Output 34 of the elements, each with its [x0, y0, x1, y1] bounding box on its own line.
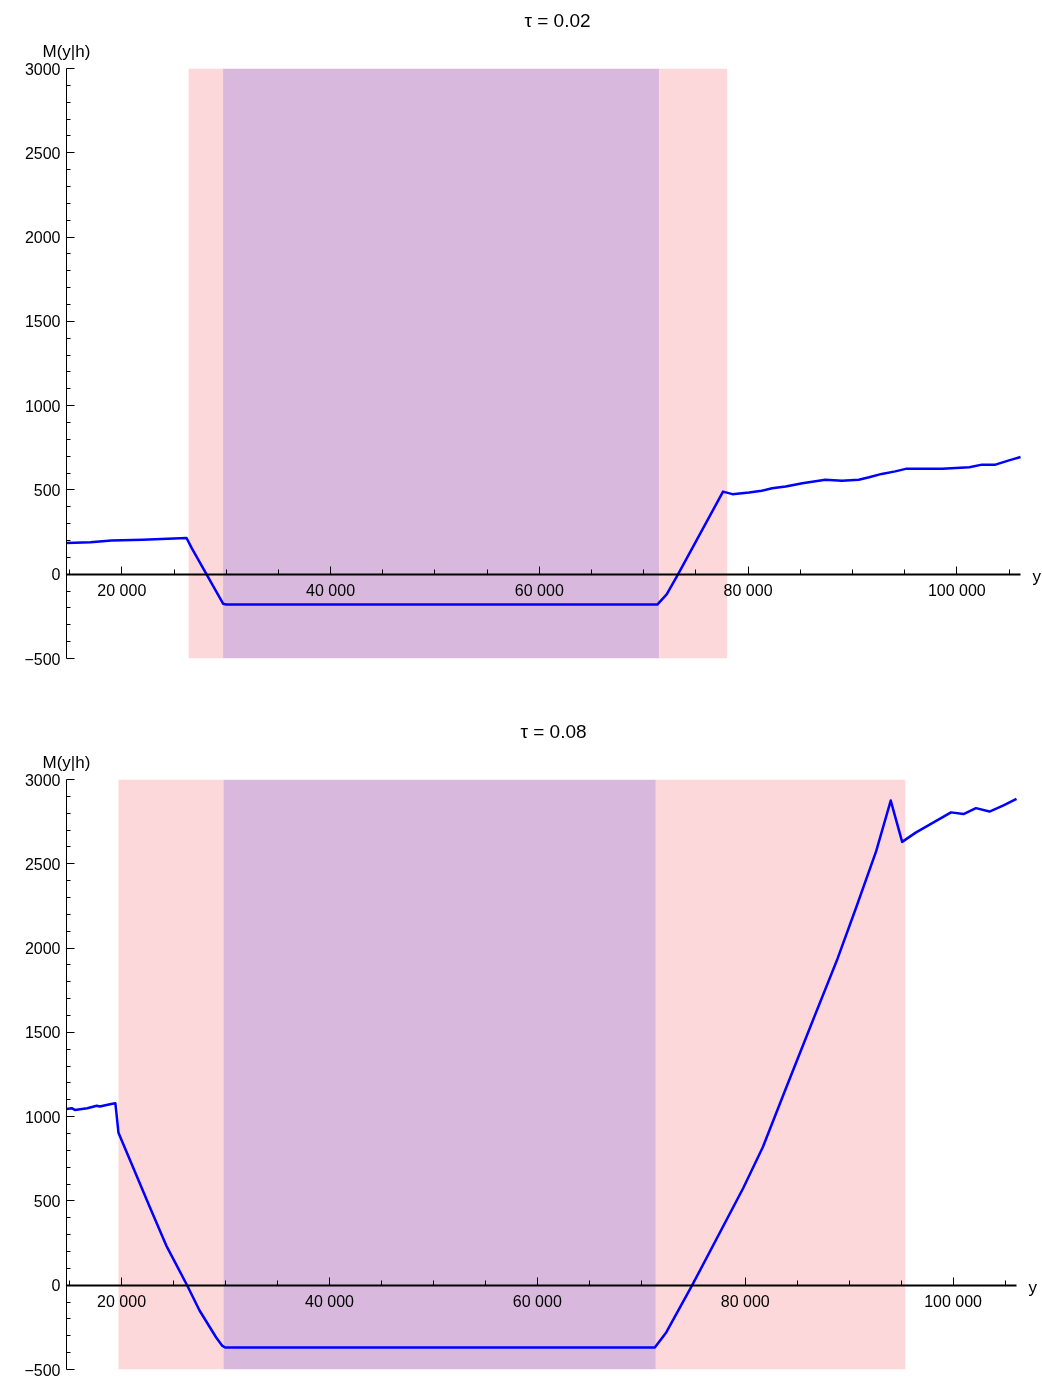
y-tick-label: 3000: [24, 60, 61, 78]
y-tick-label: −500: [24, 650, 61, 668]
x-tick-label: 20 000: [97, 582, 147, 600]
x-tick-label: 20 000: [97, 1293, 147, 1311]
chart-title: τ = 0.08: [520, 720, 587, 742]
y-tick-label: 1500: [24, 1024, 61, 1042]
y-tick-label: 500: [33, 481, 61, 499]
y-tick-label: 1500: [24, 313, 61, 331]
y-tick-label: 2000: [24, 229, 61, 247]
y-tick-label: 2000: [24, 940, 61, 958]
y-tick-label: 2500: [24, 855, 61, 873]
y-tick-label: 0: [51, 566, 61, 584]
x-tick-label: 60 000: [512, 1293, 562, 1311]
y-tick-label: 3000: [24, 771, 61, 789]
y-axis-title: M(y|h): [42, 753, 91, 772]
x-tick-label: 80 000: [720, 1293, 770, 1311]
x-tick-label: 80 000: [723, 582, 773, 600]
y-tick-label: 1000: [24, 1108, 61, 1126]
x-tick-label: 60 000: [514, 582, 564, 600]
x-tick-label: 100 000: [927, 582, 986, 600]
y-tick-label: 0: [51, 1277, 61, 1295]
chart-title: τ = 0.02: [524, 9, 591, 31]
y-tick-label: 1000: [24, 397, 61, 415]
x-tick-label: 40 000: [306, 582, 356, 600]
x-axis-title: y: [1028, 1277, 1038, 1297]
x-axis-title: y: [1032, 566, 1042, 586]
y-tick-label: −500: [24, 1361, 61, 1379]
y-tick-label: 500: [33, 1192, 61, 1210]
y-axis-title: M(y|h): [42, 42, 91, 61]
x-tick-label: 40 000: [305, 1293, 355, 1311]
line-series: [66, 797, 1018, 1349]
x-tick-label: 100 000: [924, 1293, 983, 1311]
y-tick-label: 2500: [24, 144, 61, 162]
line-series: [66, 455, 1022, 606]
